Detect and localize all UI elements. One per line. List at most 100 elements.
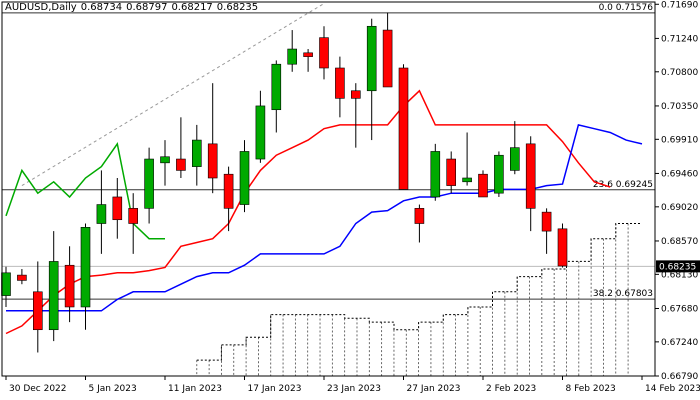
candle-body — [319, 37, 329, 69]
candle — [144, 147, 154, 224]
price-tick-label: 0.71240 — [661, 34, 698, 44]
date-tick-label: 14 Feb 2023 — [645, 384, 700, 394]
candle — [557, 223, 568, 268]
cloud-boundary-line — [196, 223, 641, 361]
candle-body — [1, 272, 11, 296]
candle — [446, 151, 457, 194]
price-tick-label: 0.66790 — [661, 372, 698, 382]
candle — [239, 140, 250, 213]
candle-body — [350, 90, 361, 99]
price-tick-label: 0.69910 — [661, 135, 698, 145]
candle-body — [462, 177, 472, 183]
date-tick-label: 8 Feb 2023 — [566, 384, 616, 394]
candle — [176, 117, 186, 178]
date-tick-label: 11 Jan 2023 — [168, 384, 222, 394]
candle — [541, 208, 552, 254]
indicator-line-1 — [6, 124, 643, 312]
candle — [462, 132, 472, 186]
candle-body — [96, 204, 107, 224]
indicator-lines — [5, 3, 643, 376]
candle-body — [446, 158, 457, 186]
date-tick-label: 27 Jan 2023 — [407, 384, 461, 394]
candle — [319, 26, 329, 80]
candle-body — [160, 156, 170, 164]
candle — [1, 266, 11, 307]
current-price-label: 0.68235 — [659, 262, 696, 272]
candle-body — [335, 67, 345, 99]
price-tick-label: 0.68130 — [661, 270, 698, 280]
candle-body — [207, 143, 218, 179]
candle — [96, 170, 107, 254]
candle — [478, 170, 488, 198]
price-tick-label: 0.71690 — [661, 0, 698, 10]
fib-level-label: 38.2 0.67803 — [593, 289, 653, 299]
candle — [192, 124, 202, 186]
candle-body — [414, 208, 425, 224]
candle-body — [48, 261, 59, 331]
candle-body — [239, 151, 250, 205]
candle — [430, 143, 441, 201]
ohlc-close: 0.68235 — [216, 2, 259, 13]
candle-body — [144, 158, 154, 209]
candles — [1, 12, 568, 353]
candle — [17, 269, 27, 285]
candle — [80, 223, 91, 330]
candle — [525, 136, 536, 232]
plot-frame — [1, 1, 656, 377]
ohlc-open: 0.68734 — [80, 2, 123, 13]
candle-body — [366, 25, 377, 92]
candle — [112, 178, 123, 239]
candle — [255, 90, 266, 163]
ohlc-low: 0.68217 — [171, 2, 213, 13]
indicator-line-0 — [5, 89, 611, 335]
candle-body — [176, 158, 186, 171]
candle-body — [509, 147, 520, 171]
ohlc-high: 0.68797 — [126, 2, 168, 13]
date-tick-label: 17 Jan 2023 — [248, 384, 302, 394]
candle — [160, 140, 170, 186]
candle-body — [430, 151, 441, 198]
trend-channel-line — [21, 3, 325, 187]
candle-body — [17, 274, 27, 281]
date-tick-label: 2 Feb 2023 — [486, 384, 536, 394]
candle — [32, 261, 43, 353]
candle — [382, 12, 393, 88]
candle-body — [478, 173, 488, 198]
symbol-label: AUDUSD,Daily — [5, 2, 77, 13]
candle — [128, 193, 138, 254]
candle — [335, 56, 345, 118]
candle — [494, 151, 504, 197]
candle — [350, 83, 361, 148]
date-tick-label: 5 Jan 2023 — [89, 384, 137, 394]
candle — [287, 30, 298, 72]
candle-body — [382, 29, 393, 88]
date-tick-label: 23 Jan 2023 — [327, 384, 381, 394]
chart-header: AUDUSD,Daily 0.68734 0.68797 0.68217 0.68235 — [5, 2, 262, 13]
candle-body — [525, 143, 536, 209]
fibonacci-levels: 0.0 0.71576 23.6 0.69245 38.2 0.67803 — [2, 3, 655, 300]
candle-body — [32, 291, 43, 331]
price-tick-label: 0.67680 — [661, 304, 698, 314]
candle — [414, 204, 425, 243]
candle-body — [541, 211, 552, 232]
candle-body — [398, 67, 409, 190]
candle-body — [255, 105, 266, 160]
candle-body — [287, 48, 298, 65]
candle — [398, 64, 409, 190]
candle — [48, 231, 59, 342]
price-tick-label: 0.69020 — [661, 203, 698, 213]
price-tick-label: 0.69460 — [661, 169, 698, 179]
candle — [366, 18, 377, 141]
candle — [64, 246, 75, 323]
candle — [207, 83, 218, 194]
candle-body — [271, 63, 282, 111]
candle-body — [112, 196, 123, 221]
candle-body — [128, 208, 138, 224]
candle-body — [80, 227, 91, 308]
candle-body — [64, 264, 75, 308]
indicator-line-2 — [5, 142, 165, 240]
current-price-badge — [656, 260, 700, 273]
candle — [271, 60, 282, 133]
